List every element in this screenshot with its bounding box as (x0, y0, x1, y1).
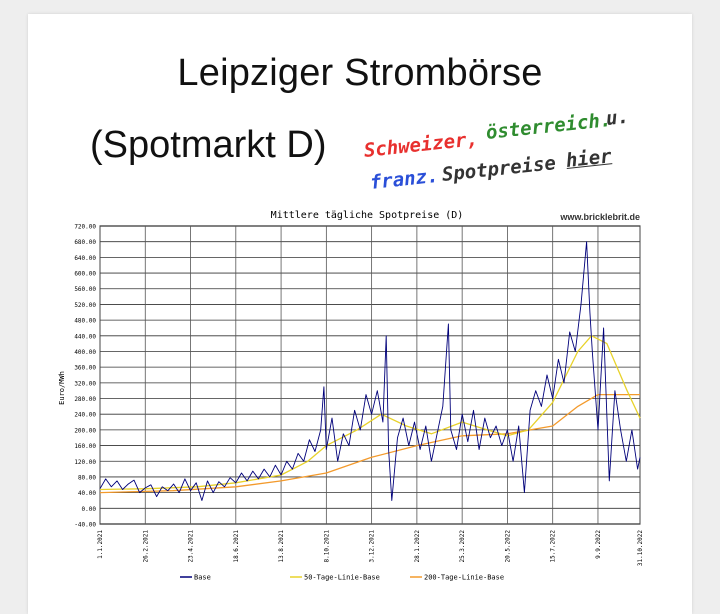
y-tick-label: -40.00 (74, 522, 96, 529)
x-tick-label: 13.8.2021 (278, 530, 285, 563)
chart-legend: Base 50-Tage-Linie-Base 200-Tage-Linie-Bas… (180, 574, 504, 582)
y-tick-label: 400.00 (74, 349, 96, 356)
y-tick-label: 280.00 (74, 396, 96, 403)
y-tick-label: 40.00 (78, 490, 96, 497)
y-tick-label: 120.00 (74, 459, 96, 466)
y-tick-label: 680.00 (74, 239, 96, 246)
page-subtitle: (Spotmarkt D) (90, 124, 327, 166)
y-tick-label: 480.00 (74, 318, 96, 325)
y-tick-label: 640.00 (74, 255, 96, 262)
y-tick-label: 240.00 (74, 412, 96, 419)
y-tick-label: 320.00 (74, 380, 96, 387)
x-tick-label: 31.10.2022 (637, 530, 644, 567)
y-tick-label: 0.00 (82, 506, 97, 513)
legend-label: Base (194, 574, 211, 582)
chart-axes: 720.00 680.00 640.00 600.00 560.00 520.00 480.… (74, 224, 644, 567)
x-tick-label: 26.2.2021 (142, 530, 149, 563)
x-tick-label: 28.1.2022 (414, 530, 421, 563)
series-line-200-tage-linie-base (99, 393, 640, 494)
y-tick-label: 520.00 (74, 302, 96, 309)
y-tick-label: 600.00 (74, 271, 96, 278)
x-tick-label: 18.6.2021 (233, 530, 240, 563)
y-tick-label: 80.00 (78, 474, 96, 481)
chart-series (99, 241, 641, 501)
legend-label: 200-Tage-Linie-Base (424, 574, 504, 582)
y-tick-label: 440.00 (74, 333, 96, 340)
watermark: www.bricklebrit.de (559, 212, 640, 222)
x-tick-label: 23.4.2021 (188, 530, 195, 563)
x-tick-label: 15.7.2022 (550, 530, 557, 563)
page-title: Leipziger Strombörse (177, 52, 543, 94)
plot-frame (99, 225, 641, 525)
series-line-base (99, 241, 641, 501)
chart-title: Mittlere tägliche Spotpreise (D) (271, 210, 464, 221)
x-tick-label: 9.9.2022 (595, 530, 602, 559)
legend-label: 50-Tage-Linie-Base (304, 574, 380, 582)
x-tick-label: 3.12.2021 (369, 530, 376, 563)
x-tick-label: 8.10.2021 (323, 530, 330, 563)
y-axis-label: Euro/MWh (58, 371, 66, 405)
y-tick-label: 160.00 (74, 443, 96, 450)
y-tick-label: 720.00 (74, 224, 96, 231)
x-tick-label: 25.3.2022 (459, 530, 466, 563)
and-text: u. (604, 105, 630, 130)
content-card (28, 14, 692, 614)
chart-grid (99, 225, 641, 525)
x-tick-label: 1.1.2021 (97, 530, 104, 559)
y-tick-label: 200.00 (74, 427, 96, 434)
spot-price-chart: 720.00 680.00 640.00 600.00 560.00 520.00 480.… (58, 210, 644, 582)
y-tick-label: 360.00 (74, 365, 96, 372)
y-tick-label: 560.00 (74, 286, 96, 293)
x-tick-label: 20.5.2022 (504, 530, 511, 563)
series-line-50-tage-linie-base (99, 335, 641, 491)
